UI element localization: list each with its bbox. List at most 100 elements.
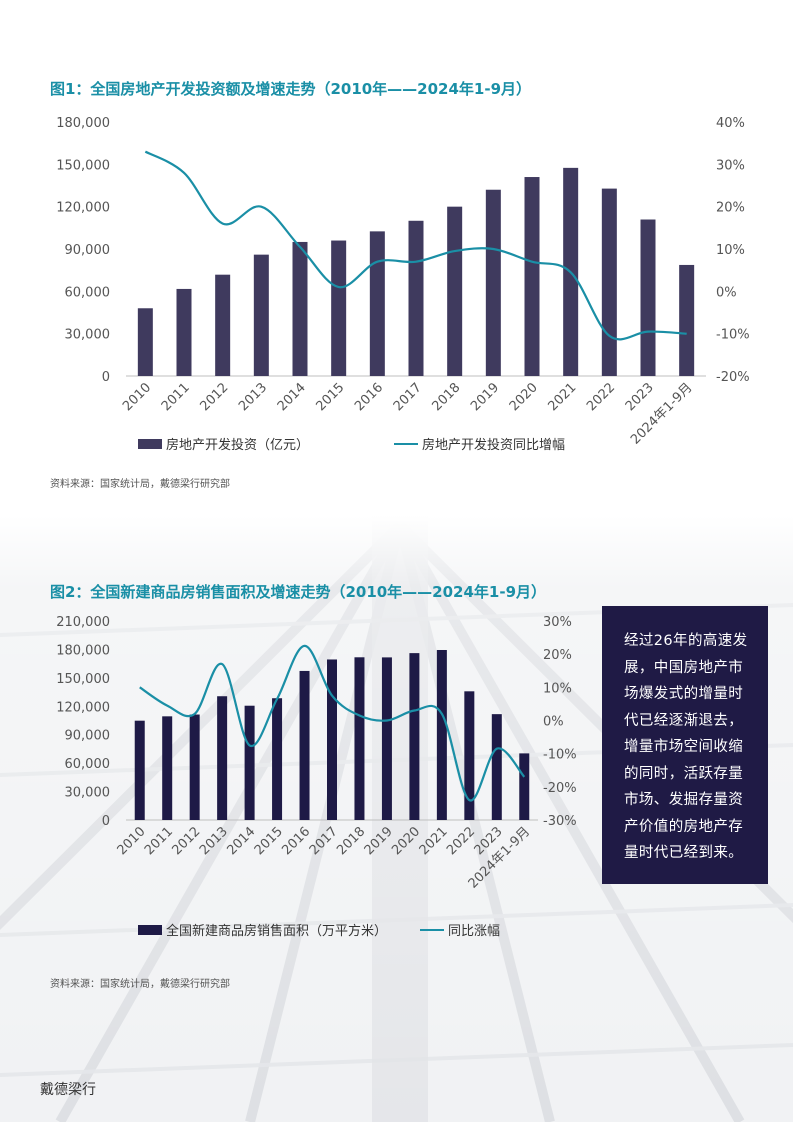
chart1-bar	[524, 177, 540, 376]
chart1-y-left-tick: 120,000	[56, 201, 110, 216]
chart2-x-tick: 2022	[444, 824, 478, 858]
chart1-x-tick: 2022	[584, 380, 618, 414]
chart1-bar	[601, 188, 617, 376]
chart1-x-tick: 2013	[236, 380, 270, 414]
chart2-x-tick: 2011	[142, 824, 176, 858]
callout-text: 经过26年的高速发展，中国房地产市场爆发式的增量时代已经逐渐退去，增量市场空间收…	[624, 633, 748, 861]
chart1-y-right-tick: 10%	[716, 243, 745, 258]
chart2-legend-bar-label: 全国新建商品房销售面积（万平方米）	[166, 924, 388, 939]
chart2-x-tick: 2018	[334, 824, 368, 858]
chart2-bar	[217, 696, 228, 820]
chart2-x-tick: 2020	[389, 824, 423, 858]
chart2-bar	[409, 653, 420, 820]
chart1-bar	[369, 231, 385, 376]
chart2-legend-bar-swatch	[138, 924, 162, 935]
chart1-y-left-tick: 30,000	[65, 328, 111, 343]
chart1-x-tick: 2018	[429, 380, 463, 414]
chart1-y-right-tick: 20%	[716, 201, 745, 216]
chart2-bar	[189, 714, 200, 820]
chart1-legend-bar: 房地产开发投资（亿元）	[138, 434, 309, 453]
chart2-x-tick: 2021	[417, 824, 451, 858]
chart2-y-left-tick: 60,000	[65, 757, 111, 772]
chart1-x-tick: 2015	[313, 380, 347, 414]
chart2-y-right-tick: 10%	[543, 681, 572, 696]
chart2-x-tick: 2010	[115, 824, 149, 858]
chart1-legend-bar-label: 房地产开发投资（亿元）	[166, 438, 310, 453]
chart2-y-left-tick: 90,000	[65, 729, 111, 744]
chart1-y-right-tick: 30%	[716, 158, 745, 173]
chart2-growth-line	[139, 644, 526, 802]
chart1-y-right-tick: -20%	[716, 370, 750, 385]
chart2-legend-line-label: 同比涨幅	[448, 924, 501, 939]
chart1-x-tick: 2016	[352, 380, 386, 414]
chart1-y-left-tick: 60,000	[65, 285, 111, 300]
chart2-bar	[244, 705, 255, 820]
chart2-bar	[519, 753, 530, 820]
chart2-bar	[381, 657, 392, 820]
chart2-bar	[299, 670, 310, 820]
chart1-bar	[408, 220, 424, 376]
footer-brand: 戴德梁行	[40, 1082, 96, 1098]
chart1-x-tick: 2011	[159, 380, 193, 414]
chart1-x-tick: 2021	[545, 380, 579, 414]
chart2-title: 图2：全国新建商品房销售面积及增速走势（2010年——2024年1-9月）	[50, 583, 547, 601]
chart2-x-tick: 2012	[169, 824, 203, 858]
chart2-y-left-tick: 210,000	[56, 615, 110, 630]
chart2-y-right-tick: -10%	[543, 748, 577, 763]
chart2-y-right-tick: 30%	[543, 615, 572, 630]
chart1-bar	[485, 189, 501, 376]
chart1-x-tick: 2012	[197, 380, 231, 414]
chart1-y-left-tick: 150,000	[56, 158, 110, 173]
chart1-bar	[679, 264, 695, 376]
chart1-y-right-tick: -10%	[716, 328, 750, 343]
chart1-legend-line-label: 房地产开发投资同比增幅	[422, 438, 566, 453]
chart2-bar	[327, 659, 337, 820]
chart1-bar	[447, 206, 463, 376]
chart1-legend-line: 房地产开发投资同比增幅	[394, 434, 565, 453]
chart1-x-tick: 2014	[275, 380, 309, 414]
chart2-x-tick: 2013	[197, 824, 231, 858]
chart1-bar	[253, 254, 269, 376]
chart1-bar	[215, 274, 231, 376]
chart1-title: 图1：全国房地产开发投资额及增速走势（2010年——2024年1-9月）	[50, 80, 532, 98]
chart1-y-left-tick: 90,000	[65, 243, 111, 258]
chart1-y-right-tick: 0%	[716, 285, 737, 300]
chart1-x-tick: 2010	[120, 380, 154, 414]
chart2-y-right-tick: -20%	[543, 781, 577, 796]
chart2-bar	[134, 720, 145, 820]
chart1-bar	[331, 240, 347, 376]
chart1-legend-bar-swatch	[138, 438, 162, 449]
chart2-x-tick: 2017	[307, 824, 341, 858]
chart2-y-right-tick: -30%	[543, 814, 577, 829]
chart1-y-right-tick: 40%	[716, 116, 745, 131]
chart2-plot: 0 30,000 60,000 90,000 120,000 150,000 180,000…	[56, 615, 577, 892]
chart1-x-tick: 2023	[623, 380, 657, 414]
chart1-plot: 0 30,000 60,000 90,000 120,000 150,000 180,000…	[56, 116, 750, 448]
chart1-x-tick: 2017	[391, 380, 425, 414]
chart1-bar	[137, 308, 153, 376]
chart2-x-tick: 2015	[252, 824, 286, 858]
chart1-bar	[292, 241, 308, 376]
chart1-bar	[640, 219, 656, 376]
chart2-bar	[354, 657, 365, 820]
chart1-legend-line-swatch	[394, 442, 418, 445]
chart2-bar	[491, 714, 502, 820]
chart2-bar	[464, 691, 475, 820]
chart2-x-tick: 2014	[224, 824, 258, 858]
chart2-x-tick: 2016	[279, 824, 313, 858]
chart1-bar	[176, 288, 192, 376]
chart2-legend-line: 同比涨幅	[420, 920, 500, 939]
chart1-x-tick: 2020	[507, 380, 541, 414]
chart1-source: 资料来源：国家统计局，戴德梁行研究部	[50, 479, 230, 490]
chart2-y-left-tick: 30,000	[65, 786, 111, 801]
chart2-x-tick: 2019	[362, 824, 396, 858]
chart1-y-left-tick: 0	[102, 370, 110, 385]
chart1-x-tick: 2019	[468, 380, 502, 414]
chart2-legend-bar: 全国新建商品房销售面积（万平方米）	[138, 920, 387, 939]
chart2-bar	[162, 716, 173, 820]
callout-box: 经过26年的高速发展，中国房地产市场爆发式的增量时代已经逐渐退去，增量市场空间收…	[602, 606, 768, 884]
chart2-legend-line-swatch	[420, 928, 444, 931]
chart2-y-left-tick: 180,000	[56, 643, 110, 658]
chart2-y-left-tick: 150,000	[56, 672, 110, 687]
chart2-bar	[272, 698, 283, 820]
